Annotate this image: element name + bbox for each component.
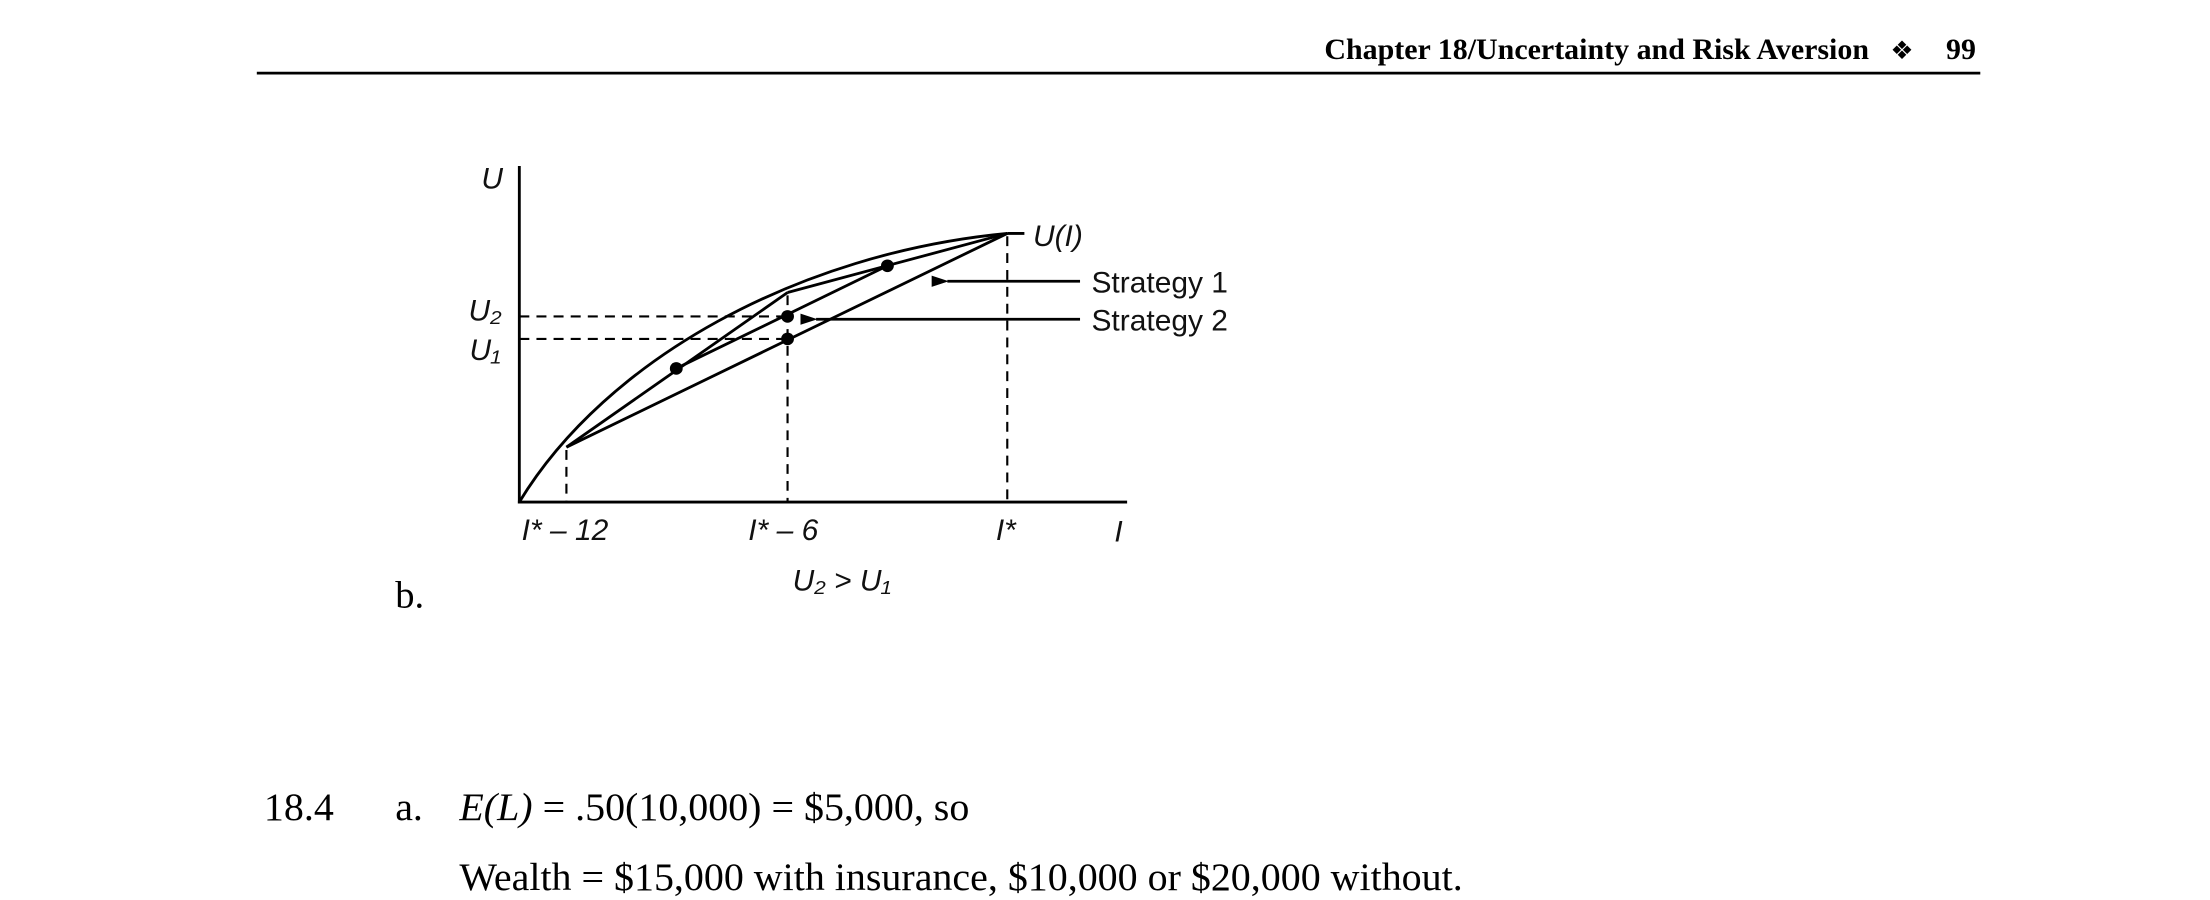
point	[781, 310, 794, 323]
point	[669, 362, 683, 375]
problem-number: 18.4	[264, 785, 334, 829]
header-ornament: ❖	[1890, 36, 1913, 65]
utility-curve	[518, 232, 1008, 503]
point	[781, 332, 794, 346]
part-label: b.	[395, 575, 424, 617]
strategy-label: Strategy 1	[1091, 267, 1228, 300]
y-label: U₂	[469, 295, 503, 328]
x-label: I* – 6	[748, 514, 818, 547]
strategy2-chord	[787, 232, 1008, 294]
point	[881, 259, 894, 273]
y-label: U₁	[470, 334, 501, 367]
y-axis-label: U	[481, 163, 503, 196]
figure-caption: U₂ > U₁	[793, 565, 891, 598]
figure: U I U(I) U₂ U₁ I* – 12 I* – 6 I* Strateg…	[469, 163, 1228, 598]
strategy-label: Strategy 2	[1091, 305, 1228, 338]
x-label: I* – 12	[522, 514, 609, 547]
problem-line: Wealth = $15,000 with insurance, $10,000…	[459, 855, 1462, 899]
page-number: 99	[1946, 33, 1976, 66]
x-label: I*	[996, 514, 1017, 547]
problem-part: a.	[395, 785, 423, 829]
problem-line: E(L) = .50(10,000) = $5,000, so	[458, 785, 969, 829]
x-axis-label: I	[1114, 516, 1122, 549]
expression: E(L)	[458, 785, 532, 829]
curve-label: U(I)	[1033, 220, 1083, 253]
header-title: Chapter 18/Uncertainty and Risk Aversion	[1324, 33, 1869, 66]
text: = .50(10,000) = $5,000, so	[533, 785, 970, 829]
